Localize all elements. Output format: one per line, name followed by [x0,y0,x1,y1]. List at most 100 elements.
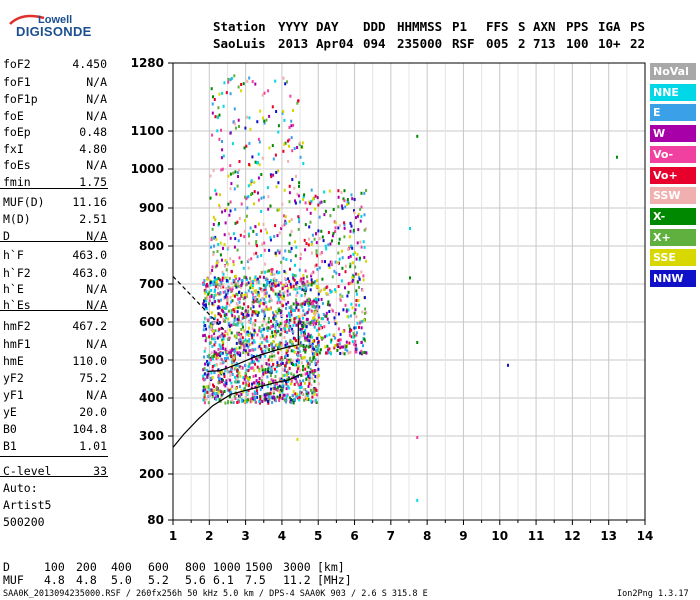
echo-point [245,276,248,280]
echo-point [282,294,285,298]
param-row: h`F2 463.0 [3,265,107,281]
echo-point [299,141,301,145]
echo-point [265,345,268,349]
header-row1-cell: YYYY [278,19,309,34]
echo-point [309,308,312,312]
echo-point [260,229,262,233]
echo-point [290,313,293,317]
echo-point [362,351,365,355]
echo-point [344,344,347,348]
echo-point [316,279,318,283]
echo-point [226,301,229,305]
echo-point [266,279,269,283]
echo-point [341,249,343,253]
echo-point [229,287,232,291]
echo-point [236,248,239,252]
echo-point [207,361,210,365]
echo-point [308,321,310,325]
echo-point [311,300,314,304]
echo-point [359,240,362,244]
echo-point [232,361,235,365]
echo-point [316,267,319,271]
echo-point [249,400,252,404]
echo-point [293,278,296,282]
echo-point [239,374,242,378]
distance-cell: 100 [44,560,65,574]
echo-point [272,395,275,399]
echo-point [319,252,322,256]
echo-point [365,311,368,314]
echo-point [258,326,261,330]
echo-point [346,349,349,353]
echo-point [265,362,268,365]
echo-point [252,348,255,352]
echo-point [211,365,214,368]
echo-point [260,330,263,334]
echo-point [211,344,214,348]
echo-point [214,300,217,304]
echo-point [298,181,301,185]
param-value: 75.2 [79,371,107,385]
param-name: h`Es [3,298,31,312]
echo-point [333,269,336,273]
echo-point [336,343,339,347]
echo-point [285,373,288,377]
echo-point [257,294,260,298]
echo-point [296,101,299,105]
echo-point [264,354,267,358]
echo-point [224,359,227,363]
echo-point [292,401,295,405]
echo-point [328,266,331,269]
echo-point [359,256,361,260]
echo-point [302,325,305,329]
echo-point [317,286,320,290]
echo-point [339,338,342,342]
echo-point [313,355,316,359]
echo-point [211,102,214,106]
echo-point [229,236,232,240]
echo-point [278,208,281,212]
echo-point [280,295,283,299]
echo-point [346,294,349,298]
echo-point [304,372,307,376]
param-row: foEs N/A [3,157,107,173]
echo-point [246,260,249,264]
echo-point [241,306,244,310]
echo-point [237,372,240,375]
y-tick-label: 200 [139,467,164,481]
echo-point [267,195,270,199]
echo-point [321,277,324,281]
echo-point [218,299,221,303]
echo-point [210,311,213,315]
echo-point [233,74,236,78]
echo-point [261,242,264,246]
echo-point [223,314,226,317]
echo-point [271,267,274,271]
echo-point [295,282,297,286]
echo-point [325,247,328,251]
echo-point [300,381,302,385]
echo-point [278,399,281,402]
echo-point [266,269,269,273]
echo-point [291,309,294,313]
legend-item: NoVal [650,63,696,80]
echo-point [306,280,309,284]
autoscaling-note: Artist5 [3,498,52,512]
y-tick-label: 300 [139,429,164,443]
echo-point [273,282,276,286]
echo-point [305,325,308,329]
echo-point [292,324,295,327]
echo-point [287,286,290,290]
x-tick-label: 14 [637,529,654,543]
header-row1-cell: DAY [316,19,339,34]
echo-point [204,339,207,343]
echo-point [214,218,217,222]
echo-point [273,387,276,391]
echo-point [355,292,358,296]
echo-point [208,299,211,303]
echo-point [210,236,213,240]
echo-point [273,234,276,238]
echo-point [230,354,233,358]
echo-point [289,233,292,237]
echo-point [254,323,257,327]
